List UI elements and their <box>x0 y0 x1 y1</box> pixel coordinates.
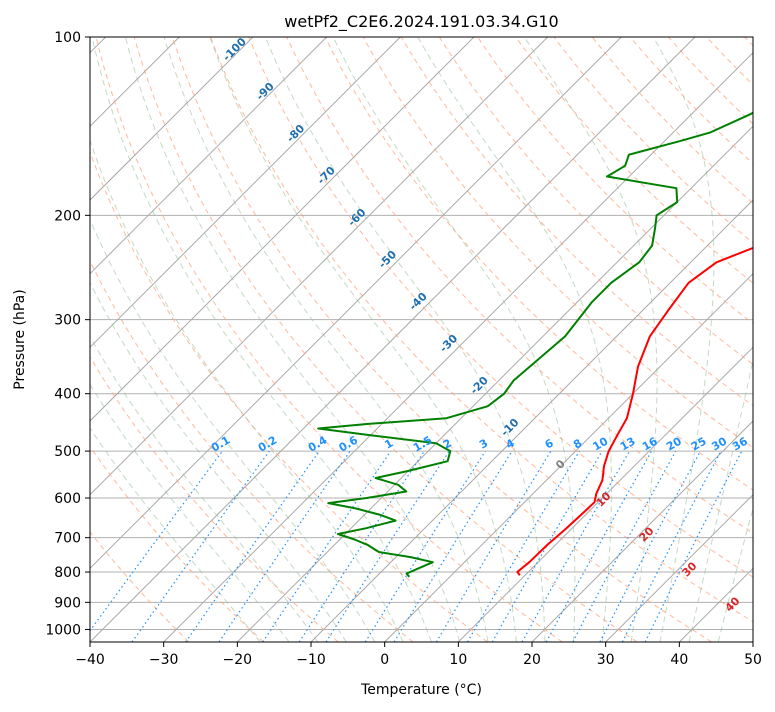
x-tick-label: −30 <box>149 652 179 668</box>
x-tick-label: 50 <box>744 652 762 668</box>
y-axis-label: Pressure (hPa) <box>12 289 28 389</box>
y-tick-label: 300 <box>54 313 81 329</box>
y-tick-label: 1000 <box>45 622 81 638</box>
x-tick-label: −20 <box>223 652 253 668</box>
y-tick-label: 400 <box>54 387 81 403</box>
x-tick-label: 20 <box>523 652 541 668</box>
x-tick-label: 0 <box>380 652 389 668</box>
x-tick-label: −10 <box>296 652 326 668</box>
y-tick-label: 600 <box>54 491 81 507</box>
x-tick-label: −40 <box>75 652 105 668</box>
y-tick-label: 900 <box>54 595 81 611</box>
y-tick-label: 500 <box>54 444 81 460</box>
y-tick-label: 100 <box>54 30 81 46</box>
chart-title: wetPf2_C2E6.2024.191.03.34.G10 <box>284 12 558 32</box>
y-tick-label: 200 <box>54 208 81 224</box>
y-tick-label: 700 <box>54 531 81 547</box>
x-axis-label: Temperature (°C) <box>360 682 482 698</box>
x-tick-label: 30 <box>597 652 615 668</box>
y-tick-label: 800 <box>54 565 81 581</box>
x-tick-label: 10 <box>449 652 467 668</box>
x-tick-label: 40 <box>670 652 688 668</box>
